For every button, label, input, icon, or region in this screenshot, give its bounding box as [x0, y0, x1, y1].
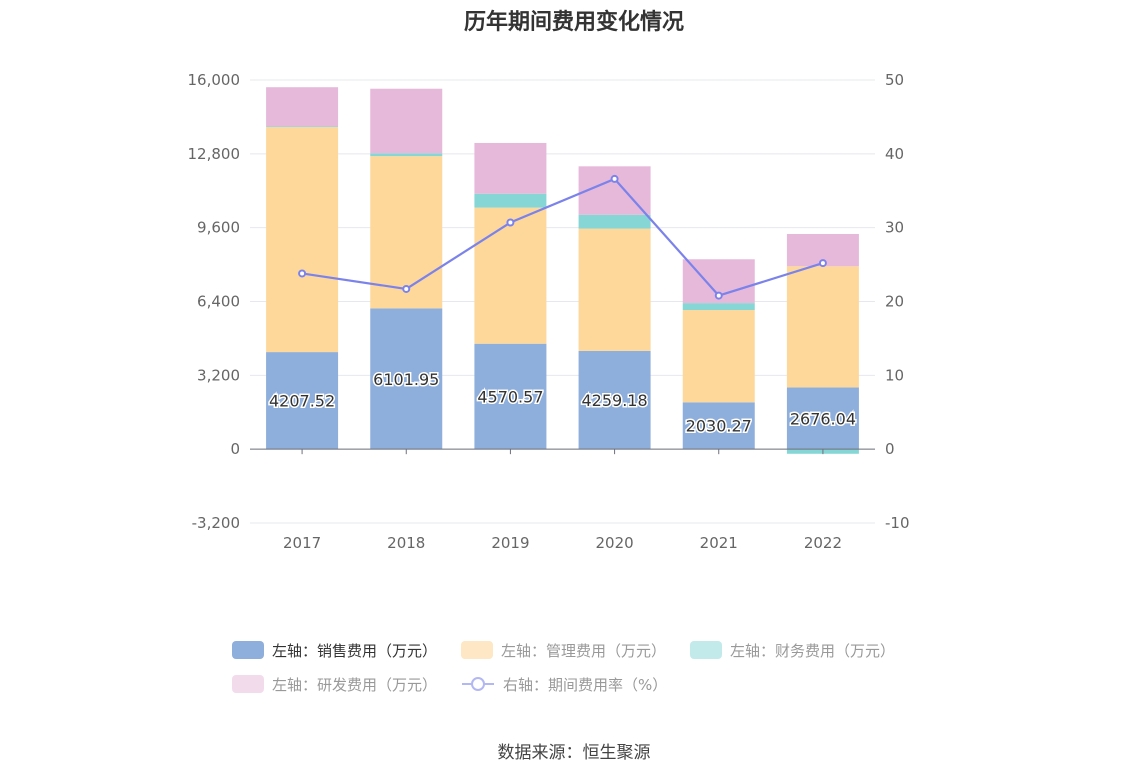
legend-label-rnd: 左轴：研发费用（万元）	[272, 675, 438, 694]
rate-line-point	[298, 269, 307, 278]
bar-segment-series1	[682, 310, 755, 403]
left-tick-label: 3,200	[197, 366, 240, 384]
x-axis: 2017 2018 2019 2020 2021 2022	[283, 449, 842, 552]
bar-segment-series1	[578, 228, 651, 351]
x-tick-label: 2018	[387, 534, 425, 552]
right-tick-label: 0	[885, 440, 895, 458]
bar-value-label: 4259.18	[581, 391, 647, 410]
legend-item-sales[interactable]: 左轴：销售费用（万元）	[232, 640, 437, 661]
bar-segment-series2	[266, 126, 339, 128]
legend-label-admin: 左轴：管理费用（万元）	[501, 641, 667, 660]
bar-segment-series1	[474, 207, 547, 344]
bar-segment-series2	[682, 303, 755, 311]
bar-value-label: 4207.52	[269, 392, 335, 411]
bar-segment-series0	[266, 352, 339, 450]
bar-segment-series0	[370, 308, 443, 450]
left-tick-label: 9,600	[197, 219, 240, 237]
left-tick-label: 6,400	[197, 293, 240, 311]
bar-value-label: 6101.95	[373, 370, 439, 389]
rate-line-point	[714, 291, 723, 300]
legend-swatch-sales	[232, 641, 264, 659]
bar-value-label: 2676.04	[790, 409, 856, 428]
right-tick-label: 20	[885, 293, 904, 311]
x-tick-label: 2020	[595, 534, 633, 552]
bar-segment-series0	[786, 387, 859, 450]
legend: 左轴：销售费用（万元） 左轴：管理费用（万元） 左轴：财务费用（万元） 左轴：研…	[232, 638, 932, 706]
left-tick-label: 12,800	[188, 145, 241, 163]
legend-swatch-admin	[461, 641, 494, 659]
right-tick-label: 50	[885, 71, 904, 89]
bar-value-label: 4570.57	[477, 387, 543, 406]
bar-segment-series2	[578, 214, 651, 229]
grid-lines	[250, 79, 875, 524]
rate-line-point	[610, 174, 619, 183]
chart-area: -3,200 0 3,200 6,400 9,600 12,800 16,000 -10 0 1…	[188, 71, 910, 552]
rate-line-point	[402, 284, 411, 293]
bar-segment-series2	[370, 153, 443, 157]
rate-line-point	[506, 218, 515, 227]
bar-segment-series1	[266, 127, 339, 353]
bar-segment-series0	[474, 343, 547, 450]
bar-segment-series3	[266, 87, 339, 127]
bar-segment-series3	[474, 142, 547, 194]
x-tick-label: 2022	[804, 534, 842, 552]
left-axis: -3,200 0 3,200 6,400 9,600 12,800 16,000	[188, 71, 241, 532]
right-axis: -10 0 10 20 30 40 50	[885, 71, 910, 532]
left-tick-label: 16,000	[188, 71, 241, 89]
bar-value-label: 2030.27	[686, 417, 752, 436]
right-tick-label: 30	[885, 219, 904, 237]
bar-segment-series0	[682, 402, 755, 450]
legend-swatch-rnd	[232, 675, 264, 693]
data-source: 数据来源：恒生聚源	[497, 743, 651, 763]
x-tick-label: 2019	[491, 534, 529, 552]
bars	[266, 87, 859, 454]
x-tick-label: 2021	[700, 534, 738, 552]
chart-title: 历年期间费用变化情况	[463, 10, 684, 35]
bar-segment-series1	[786, 266, 859, 388]
right-tick-label: -10	[885, 514, 910, 532]
rate-line-point	[818, 259, 827, 268]
rate-line-path	[301, 177, 824, 297]
right-tick-label: 10	[885, 366, 904, 384]
legend-item-admin[interactable]: 左轴：管理费用（万元）	[461, 640, 666, 661]
bar-segment-series1	[370, 156, 443, 309]
left-tick-label: -3,200	[192, 514, 240, 532]
bar-segment-series2	[474, 193, 547, 208]
legend-label-finance: 左轴：财务费用（万元）	[730, 641, 896, 660]
rate-line	[298, 174, 827, 300]
right-tick-label: 40	[885, 145, 904, 163]
bar-segment-series3	[370, 88, 443, 154]
legend-label-sales: 左轴：销售费用（万元）	[272, 641, 438, 660]
legend-item-finance[interactable]: 左轴：财务费用（万元）	[690, 640, 895, 661]
x-tick-label: 2017	[283, 534, 321, 552]
legend-line-icon	[462, 677, 495, 691]
left-tick-label: 0	[230, 440, 240, 458]
legend-item-rate[interactable]: 右轴：期间费用率（%）	[461, 674, 667, 695]
legend-swatch-finance	[690, 641, 723, 659]
legend-item-rnd[interactable]: 左轴：研发费用（万元）	[232, 674, 437, 695]
bar-labels: 4207.52 6101.95 4570.57 4259.18 2030.27 2676.…	[267, 368, 857, 437]
legend-label-rate: 右轴：期间费用率（%）	[503, 675, 668, 694]
bar-segment-series0	[578, 350, 651, 450]
